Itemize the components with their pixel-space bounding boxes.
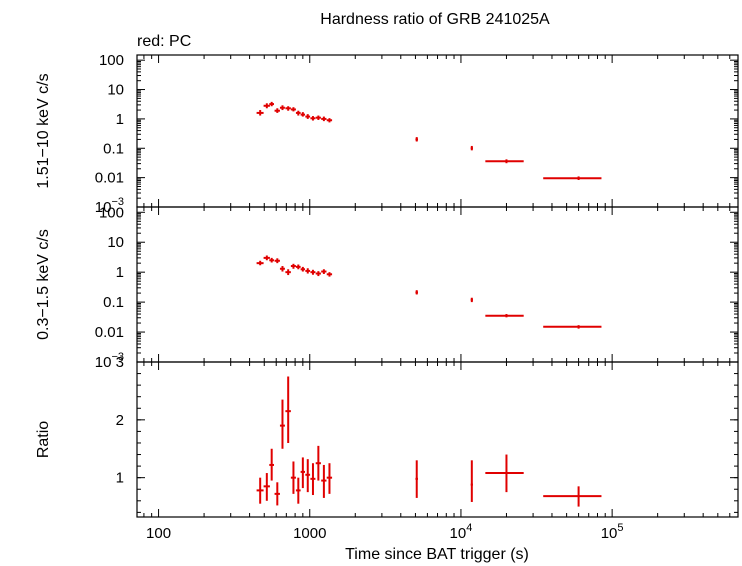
data-point xyxy=(485,454,524,493)
series-ratio xyxy=(256,376,602,507)
x-tick-label: 1000 xyxy=(293,525,326,542)
data-point xyxy=(256,110,264,116)
data-point xyxy=(310,269,316,275)
data-point xyxy=(310,463,316,496)
data-point xyxy=(470,297,473,303)
y-tick-label: 1 xyxy=(116,470,124,487)
data-point xyxy=(310,116,316,121)
y-tick-label: 2 xyxy=(116,412,124,429)
x-tick-labels: 100 1000 104 105 xyxy=(146,522,623,542)
data-point xyxy=(300,112,305,117)
y-tick-label: 1 xyxy=(116,111,124,128)
data-point xyxy=(326,272,333,277)
data-point xyxy=(305,268,311,274)
data-point xyxy=(290,107,296,112)
y-axis-label-hard: 1.51−10 keV c/s xyxy=(35,73,52,188)
data-point xyxy=(295,477,301,504)
data-point xyxy=(470,145,473,151)
data-point xyxy=(543,176,602,181)
y-axis-label-ratio: Ratio xyxy=(35,421,52,458)
y-axis-label-soft: 0.3−1.5 keV c/s xyxy=(35,229,52,340)
data-point xyxy=(279,399,285,449)
data-point xyxy=(295,110,301,116)
data-point xyxy=(415,460,419,498)
data-point xyxy=(279,266,285,272)
data-point xyxy=(274,482,280,506)
y-tick-label: 10 xyxy=(107,234,124,251)
y-tick-labels: 1 2 3 xyxy=(116,354,124,487)
data-point xyxy=(269,257,274,263)
panel-ratio: 1 2 3 Ratio xyxy=(35,354,739,518)
data-point xyxy=(269,448,274,481)
data-point xyxy=(485,314,524,318)
data-point xyxy=(315,115,321,120)
x-tick-label: 100 xyxy=(146,525,171,542)
x-tick-label: 105 xyxy=(601,522,624,542)
y-tick-label: 0.1 xyxy=(103,140,124,157)
y-tick-label: 0.1 xyxy=(103,294,124,311)
chart-title: Hardness ratio of GRB 241025A xyxy=(320,11,550,28)
data-point xyxy=(274,108,280,113)
data-point xyxy=(305,459,311,493)
data-point xyxy=(300,457,305,489)
y-tick-label: 100 xyxy=(99,52,124,69)
y-tick-label: 0.01 xyxy=(95,170,124,187)
panel-frame xyxy=(136,361,739,518)
x-tick-label: 104 xyxy=(450,522,473,542)
data-point xyxy=(415,137,419,142)
y-tick-label: 3 xyxy=(116,354,124,371)
data-point xyxy=(326,463,333,494)
data-point xyxy=(321,269,327,274)
data-point xyxy=(315,445,321,481)
data-point xyxy=(315,271,321,277)
data-point xyxy=(326,118,333,123)
data-point xyxy=(543,486,602,507)
series-soft xyxy=(256,255,602,329)
y-tick-label: 10 xyxy=(107,82,124,99)
data-point xyxy=(485,159,524,164)
x-axis-label: Time since BAT trigger (s) xyxy=(345,546,529,563)
data-point xyxy=(279,105,285,111)
data-point xyxy=(263,255,270,261)
data-point xyxy=(263,103,270,109)
data-point xyxy=(263,473,270,501)
data-point xyxy=(305,114,311,119)
data-point xyxy=(256,260,264,266)
data-point xyxy=(285,376,291,443)
y-tick-label: 1 xyxy=(116,264,124,281)
chart-subtitle: red: PC xyxy=(137,33,191,50)
data-point xyxy=(321,464,327,498)
y-tick-label: 0.01 xyxy=(95,324,124,341)
data-point xyxy=(274,258,280,264)
data-point xyxy=(295,264,301,270)
panel-frame xyxy=(136,206,739,363)
data-point xyxy=(290,263,296,269)
data-point xyxy=(285,269,291,276)
panel-frame xyxy=(136,54,739,208)
data-point xyxy=(290,461,296,494)
data-point xyxy=(470,460,473,502)
data-point xyxy=(285,106,291,111)
data-point xyxy=(256,477,264,504)
data-point xyxy=(415,290,419,295)
data-point xyxy=(321,116,327,122)
y-tick-label: 100 xyxy=(99,204,124,221)
series-hard xyxy=(256,101,602,181)
data-point xyxy=(300,266,305,272)
data-point xyxy=(269,101,274,107)
data-point xyxy=(543,325,602,329)
